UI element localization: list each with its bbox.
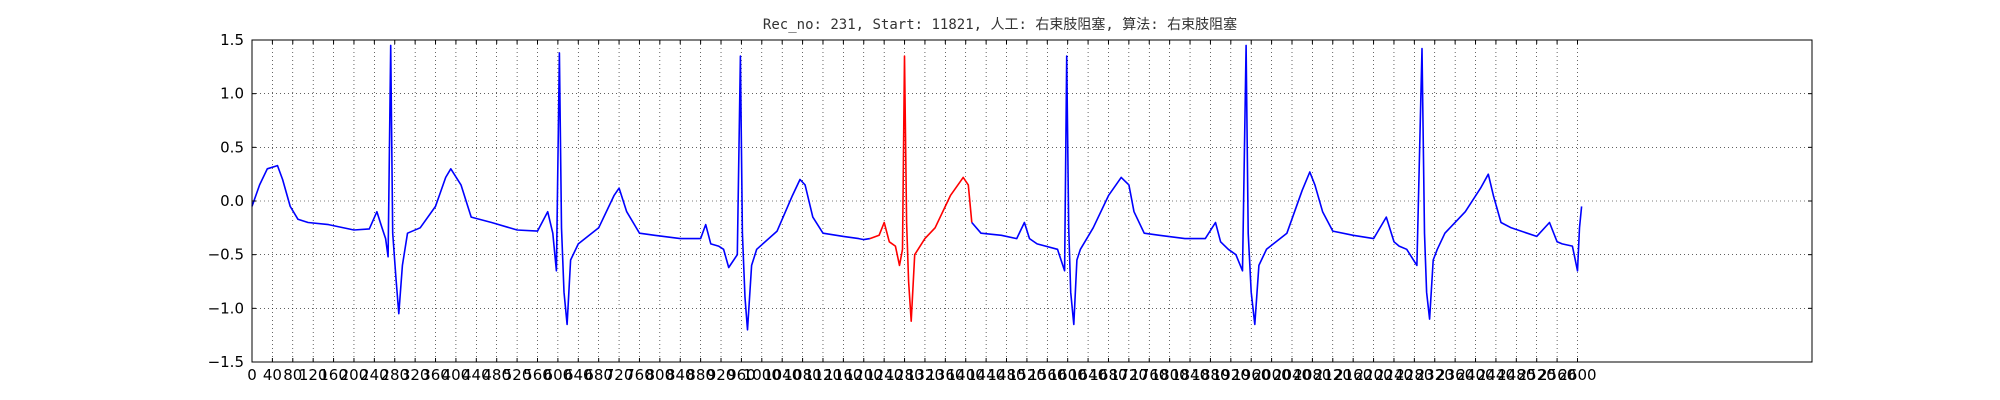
y-axis: −1.5 −1.0 −0.5 0.0 0.5 1.0 1.5 xyxy=(208,31,1812,371)
x-tick-label: 2560 xyxy=(1538,366,1576,384)
x-tick-label: 1880 xyxy=(1191,366,1229,384)
x-tick-label: 2360 xyxy=(1436,366,1474,384)
x-tick-label: 1600 xyxy=(1049,366,1087,384)
x-tick-label: 1480 xyxy=(987,366,1025,384)
x-tick-label: 1040 xyxy=(763,366,801,384)
x-tick-label: 1200 xyxy=(845,366,883,384)
y-tick-label: 1.5 xyxy=(220,31,244,49)
x-tick-label: 0 xyxy=(247,366,257,384)
x-tick-label: 600 xyxy=(544,366,573,384)
x-tick-label: 880 xyxy=(686,366,715,384)
x-tick-label: 160 xyxy=(319,366,348,384)
x-tick-label: 800 xyxy=(646,366,675,384)
x-tick-label: 520 xyxy=(503,366,532,384)
x-tick-label: 2440 xyxy=(1477,366,1515,384)
x-tick-label: 1360 xyxy=(926,366,964,384)
x-tick-label: 320 xyxy=(401,366,430,384)
x-tick-label: 480 xyxy=(482,366,511,384)
x-tick-label: 2160 xyxy=(1334,366,1372,384)
x-tick-label: 360 xyxy=(421,366,450,384)
y-tick-label: −0.5 xyxy=(208,246,244,264)
x-tick-label: 2040 xyxy=(1273,366,1311,384)
x-tick-label: 1240 xyxy=(865,366,903,384)
x-tick-label: 2480 xyxy=(1497,366,1535,384)
x-tick-label: 1400 xyxy=(947,366,985,384)
x-tick-label: 2080 xyxy=(1293,366,1331,384)
chart-title: Rec_no: 231, Start: 11821, 人工: 右束肢阻塞, 算法… xyxy=(762,17,1238,33)
x-tick-label: 1720 xyxy=(1110,366,1148,384)
x-tick-label: 240 xyxy=(360,366,389,384)
x-tick-label: 1920 xyxy=(1212,366,1250,384)
ecg-series-line-0 xyxy=(251,44,871,331)
ecg-series-line-1 xyxy=(869,55,973,323)
x-tick-label: 2240 xyxy=(1375,366,1413,384)
x-tick-label: 2520 xyxy=(1518,366,1556,384)
x-tick-label: 2600 xyxy=(1558,366,1596,384)
x-tick-label: 1320 xyxy=(906,366,944,384)
y-tick-label: 0.5 xyxy=(220,138,244,156)
ecg-series-line-2 xyxy=(971,44,1583,326)
y-tick-label: −1.5 xyxy=(208,353,244,371)
x-tick-label: 440 xyxy=(462,366,491,384)
y-tick-label: 1.0 xyxy=(220,85,244,103)
x-tick-label: 920 xyxy=(707,366,736,384)
x-tick-label: 2280 xyxy=(1395,366,1433,384)
x-tick-label: 1160 xyxy=(824,366,862,384)
x-axis: 0 40 8012016020024028032036040044048052056… xyxy=(247,40,1597,384)
x-tick-label: 40 xyxy=(263,366,282,384)
x-tick-label: 1960 xyxy=(1232,366,1270,384)
x-tick-label: 1840 xyxy=(1171,366,1209,384)
x-tick-label: 1120 xyxy=(804,366,842,384)
y-tick-label: −1.0 xyxy=(208,299,244,317)
x-tick-label: 2120 xyxy=(1314,366,1352,384)
x-tick-label: 1440 xyxy=(967,366,1005,384)
x-tick-label: 1080 xyxy=(783,366,821,384)
x-tick-label: 960 xyxy=(727,366,756,384)
x-tick-label: 1280 xyxy=(885,366,923,384)
x-tick-label: 1640 xyxy=(1069,366,1107,384)
x-tick-label: 280 xyxy=(380,366,409,384)
x-tick-label: 720 xyxy=(605,366,634,384)
x-tick-label: 120 xyxy=(299,366,328,384)
x-tick-label: 1760 xyxy=(1130,366,1168,384)
x-tick-label: 2000 xyxy=(1253,366,1291,384)
y-tick-label: 0.0 xyxy=(220,192,244,210)
grid xyxy=(251,39,1812,363)
x-tick-label: 760 xyxy=(625,366,654,384)
x-tick-label: 1520 xyxy=(1008,366,1046,384)
x-tick-label: 1560 xyxy=(1028,366,1066,384)
x-tick-label: 80 xyxy=(283,366,302,384)
x-tick-label: 680 xyxy=(584,366,613,384)
x-tick-label: 400 xyxy=(442,366,471,384)
x-tick-label: 1800 xyxy=(1151,366,1189,384)
series-layer xyxy=(251,44,1583,331)
x-tick-label: 2400 xyxy=(1456,366,1494,384)
x-tick-label: 2200 xyxy=(1354,366,1392,384)
x-tick-label: 2320 xyxy=(1416,366,1454,384)
x-tick-label: 840 xyxy=(666,366,695,384)
x-tick-label: 640 xyxy=(564,366,593,384)
x-tick-label: 1000 xyxy=(743,366,781,384)
x-tick-label: 560 xyxy=(523,366,552,384)
x-tick-label: 200 xyxy=(340,366,369,384)
x-tick-label: 1680 xyxy=(1089,366,1127,384)
